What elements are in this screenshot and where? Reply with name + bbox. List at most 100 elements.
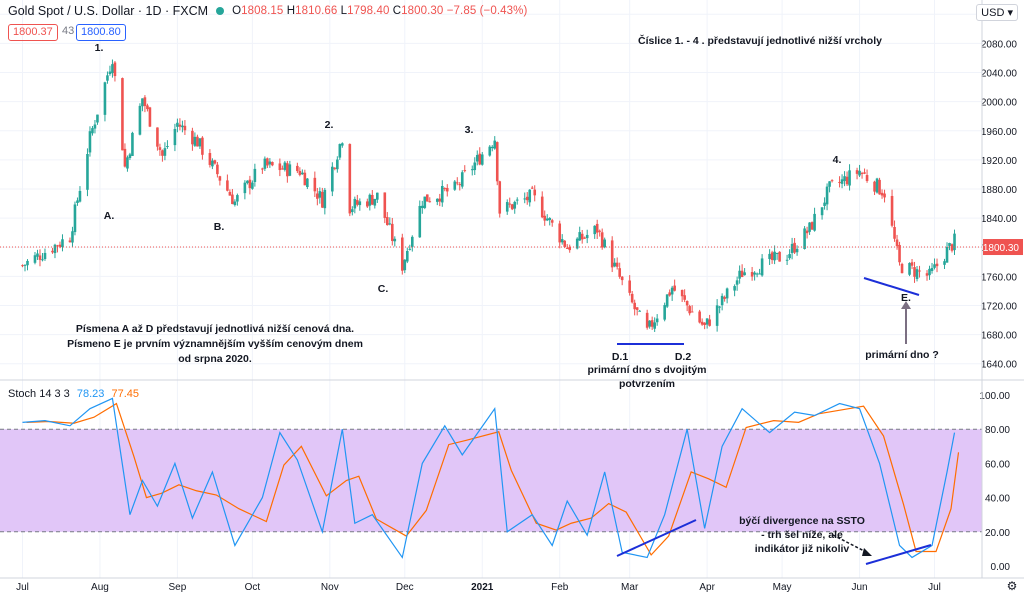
candle-body <box>306 178 309 188</box>
price-tick-label: 2000.00 <box>981 98 1018 109</box>
candle-body <box>36 253 39 257</box>
candle-body <box>543 215 547 221</box>
primary-bottom-note: primární dno ? <box>865 349 939 361</box>
time-tick-label: Apr <box>699 582 715 593</box>
candle-body <box>703 322 706 326</box>
price-tick-label: 1840.00 <box>981 214 1018 225</box>
candle-body <box>38 255 42 260</box>
price-tick-label: 1640.00 <box>981 360 1018 371</box>
candle-body <box>233 201 237 206</box>
candle-body <box>53 244 57 254</box>
candle-body <box>820 207 824 216</box>
candle-body <box>715 305 719 326</box>
time-tick-label: Jul <box>16 582 29 593</box>
candle-body <box>563 240 567 247</box>
candle-body <box>191 130 194 145</box>
candle-body <box>505 202 509 212</box>
candle-body <box>301 172 304 175</box>
candle-body <box>218 176 222 181</box>
candle-body <box>755 273 759 275</box>
candle-body <box>213 160 217 164</box>
candle-body <box>700 321 704 325</box>
ohlc-readout: O1808.15 H1810.66 L1798.40 C1800.30 −7.8… <box>232 5 528 17</box>
candle-body <box>368 194 372 206</box>
candle-body <box>178 124 182 127</box>
symbol-title[interactable]: Gold Spot / U.S. Dollar · 1D · FXCM <box>8 4 209 18</box>
candle-body <box>216 164 219 175</box>
candle-body <box>261 168 264 170</box>
candle-body <box>583 237 587 239</box>
chevron-down-icon: ▾ <box>1007 7 1013 19</box>
market-open-icon <box>216 7 225 15</box>
low-b-label: B. <box>214 221 225 233</box>
candle-body <box>883 193 886 198</box>
stoch-legend[interactable]: Stoch 14 3 3 78.23 77.45 <box>8 388 139 400</box>
time-tick-label: Jul <box>928 582 941 593</box>
time-tick-label: Sep <box>169 582 187 593</box>
candle-body <box>828 181 831 187</box>
currency-selector[interactable]: USD ▾ <box>976 4 1018 21</box>
candle-body <box>768 253 771 260</box>
candle-body <box>945 246 949 263</box>
candle-body <box>618 268 621 277</box>
candle-body <box>758 273 761 275</box>
candle-body <box>246 180 249 184</box>
top-note: Číslice 1. - 4 . představují jednotlivé … <box>638 34 882 47</box>
stoch-tick-label: 0.00 <box>991 562 1011 573</box>
candle-body <box>770 252 774 260</box>
peak-1-label: 1. <box>95 42 104 54</box>
candle-body <box>933 264 936 268</box>
candle-body <box>723 297 726 299</box>
candle-body <box>740 270 744 278</box>
candle-body <box>580 233 584 240</box>
candle-body <box>895 239 899 247</box>
candle-body <box>173 128 177 146</box>
candle-body <box>96 114 99 123</box>
candle-body <box>71 231 74 243</box>
divergence-note-line3: indikátor již nikoliv <box>755 543 850 555</box>
candle-body <box>418 205 422 238</box>
double-bottom-note-line1: primární dno s dvojitým <box>587 364 706 376</box>
candle-body <box>400 237 404 271</box>
candle-body <box>628 280 631 293</box>
candle-body <box>391 223 394 241</box>
stoch-tick-label: 60.00 <box>985 459 1010 470</box>
candle-body <box>683 295 686 300</box>
candle-body <box>176 122 179 127</box>
candle-body <box>913 267 916 277</box>
bid-price[interactable]: 1800.37 <box>8 24 58 41</box>
candle-body <box>930 268 934 271</box>
candle-body <box>288 164 292 176</box>
candle-body <box>388 223 392 225</box>
candle-body <box>760 258 764 276</box>
candle-body <box>598 230 601 232</box>
candle-body <box>688 306 691 314</box>
candle-body <box>805 230 809 234</box>
arrow-down-head-icon <box>862 548 872 556</box>
candle-body <box>196 136 199 147</box>
gear-icon[interactable]: ⚙ <box>1007 579 1018 593</box>
price-tick-label: 1880.00 <box>981 185 1018 196</box>
time-tick-label: May <box>773 582 792 593</box>
candle-body <box>600 232 604 248</box>
candle-body <box>773 251 776 261</box>
ask-price[interactable]: 1800.80 <box>76 24 126 41</box>
candle-body <box>753 272 756 275</box>
candle-body <box>873 181 876 192</box>
candle-body <box>318 191 322 198</box>
candle-body <box>73 204 77 233</box>
candle-body <box>668 292 671 296</box>
candle-body <box>405 250 409 262</box>
candle-body <box>198 138 202 147</box>
last-price-badge <box>983 239 1023 256</box>
candle-body <box>918 270 921 272</box>
candle-body <box>948 242 951 246</box>
candle-body <box>595 223 599 233</box>
left-note-line1: Písmena A až D představují jednotlivá ni… <box>76 323 354 335</box>
candle-body <box>915 269 919 279</box>
candle-body <box>858 170 861 176</box>
candle-body <box>338 144 342 158</box>
price-tick-label: 2080.00 <box>981 39 1018 50</box>
